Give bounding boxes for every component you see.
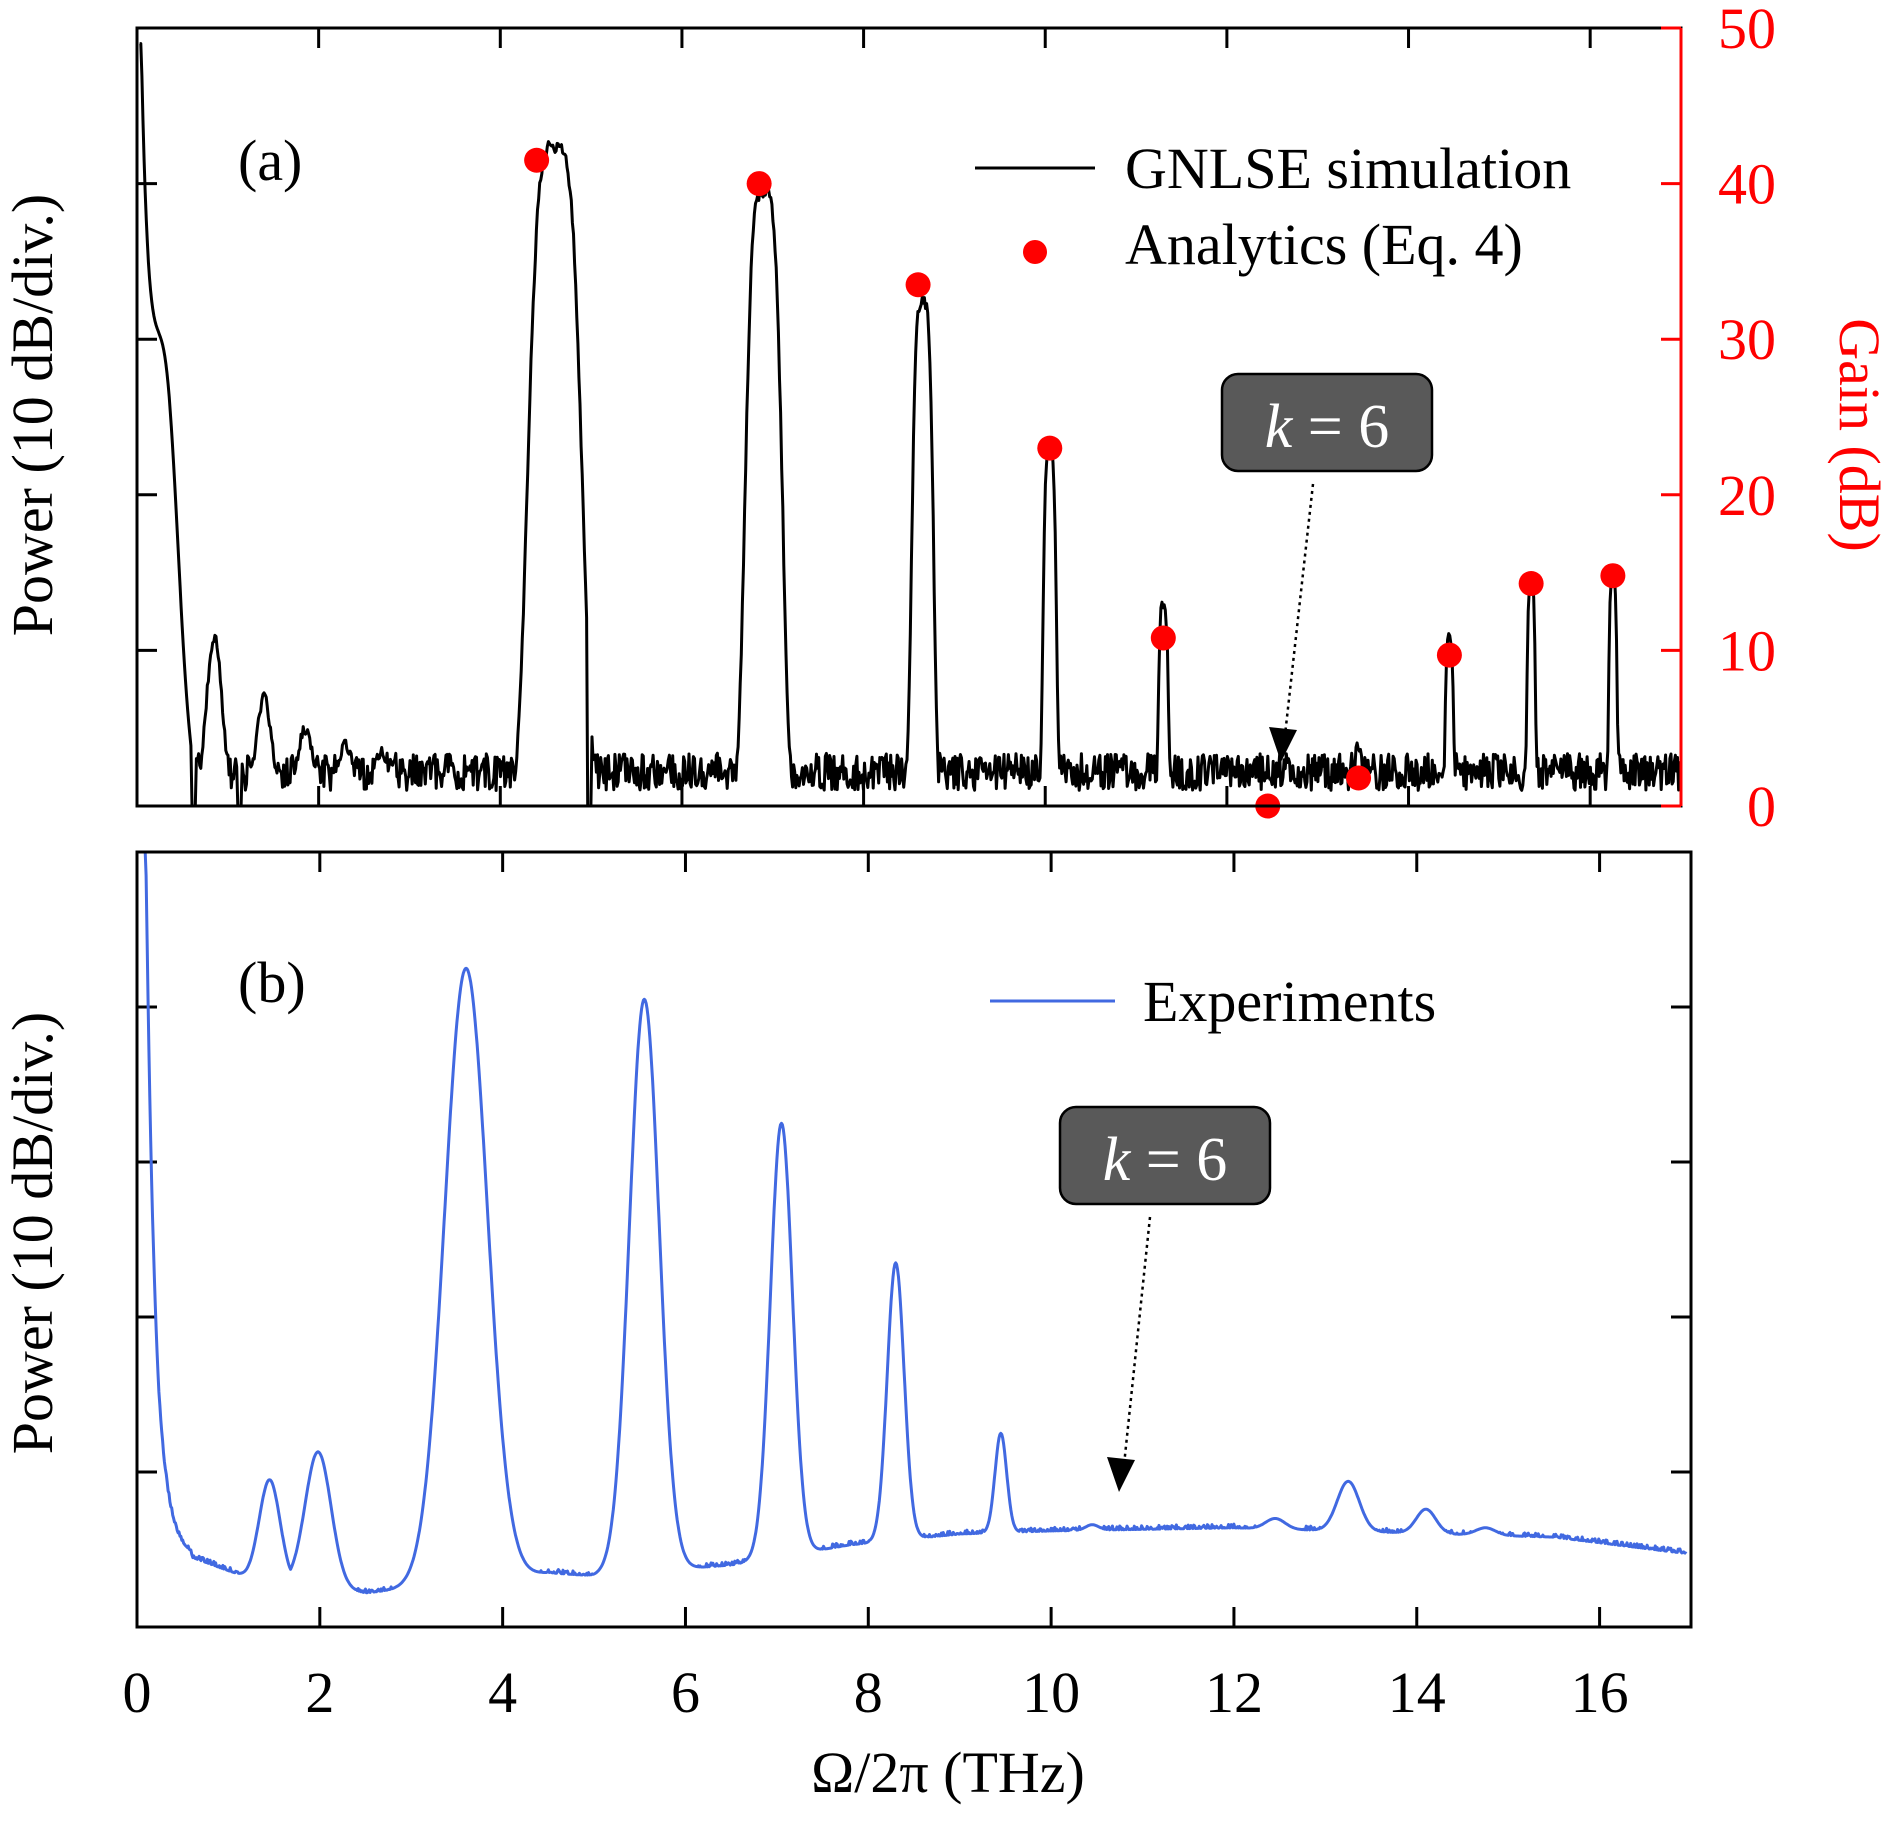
gain-axis-label: Gain (dB) bbox=[1827, 318, 1885, 552]
panel-b-ticks bbox=[135, 852, 1691, 1627]
x-tick-label: 16 bbox=[1571, 1660, 1629, 1725]
y-axis-label-a: Power (10 dB/div.) bbox=[0, 194, 65, 636]
analytics-point bbox=[1346, 765, 1372, 791]
x-tick-label: 2 bbox=[305, 1660, 334, 1725]
x-tick-label: 10 bbox=[1022, 1660, 1080, 1725]
x-tick-label: 12 bbox=[1205, 1660, 1263, 1725]
x-tick-label: 8 bbox=[854, 1660, 883, 1725]
panel-a: 0 10 20 30 40 50 (a) GNLSE simulation Analyti… bbox=[0, 0, 1885, 839]
legend-ana-marker bbox=[1023, 240, 1047, 264]
experiments-line bbox=[143, 850, 1688, 1595]
k6-box-a bbox=[1220, 372, 1434, 473]
gain-tick-label: 30 bbox=[1718, 307, 1776, 372]
k6-label-b: k = 6 bbox=[1103, 1126, 1228, 1194]
analytics-point bbox=[905, 272, 931, 298]
legend-sim-label: GNLSE simulation bbox=[1125, 136, 1571, 201]
k6-annotation-a: k = 6 bbox=[1220, 372, 1434, 762]
panel-b: (b) Experiments Power (10 dB/div.) 0 2 4 6 8… bbox=[0, 850, 1693, 1805]
analytics-point bbox=[1037, 435, 1063, 461]
k6-label-a: k = 6 bbox=[1265, 393, 1390, 461]
analytics-point bbox=[1600, 563, 1626, 589]
analytics-point bbox=[1436, 642, 1462, 668]
simulation-line bbox=[139, 42, 1683, 808]
x-axis-label: Ω/2π (THz) bbox=[811, 1740, 1085, 1805]
simulation-series bbox=[139, 42, 1683, 808]
gain-axis-ticks: 0 10 20 30 40 50 bbox=[1661, 0, 1776, 839]
x-tick-label: 6 bbox=[671, 1660, 700, 1725]
analytics-point bbox=[1150, 625, 1176, 651]
k6-arrow-b bbox=[1122, 1216, 1152, 1466]
k6-arrow-a bbox=[1283, 483, 1315, 736]
x-tick-label: 4 bbox=[488, 1660, 517, 1725]
gain-tick-label: 10 bbox=[1718, 618, 1776, 683]
k6-arrowhead-a bbox=[1269, 727, 1297, 762]
panel-b-frame bbox=[135, 850, 1693, 1629]
y-axis-label-b: Power (10 dB/div.) bbox=[0, 1012, 65, 1454]
x-tick-label: 14 bbox=[1388, 1660, 1446, 1725]
k6-annotation-b: k = 6 bbox=[1058, 1105, 1272, 1492]
analytics-point bbox=[524, 147, 550, 173]
k6-arrowhead-b bbox=[1107, 1457, 1135, 1492]
x-tick-label: 0 bbox=[123, 1660, 152, 1725]
panel-b-label: (b) bbox=[238, 950, 306, 1015]
legend-ana-label: Analytics (Eq. 4) bbox=[1125, 212, 1523, 277]
panel-a-label: (a) bbox=[238, 128, 302, 193]
x-tick-labels: 0 2 4 6 8 10 12 14 16 bbox=[123, 1660, 1629, 1725]
gain-tick-label: 40 bbox=[1718, 152, 1776, 217]
analytics-point bbox=[746, 171, 772, 197]
gain-tick-label: 0 bbox=[1747, 774, 1776, 839]
analytics-point bbox=[1518, 570, 1544, 596]
legend-exp-label: Experiments bbox=[1143, 969, 1436, 1034]
k6-box-b bbox=[1058, 1105, 1272, 1206]
experiments-series bbox=[143, 850, 1688, 1595]
gain-tick-label: 20 bbox=[1718, 463, 1776, 528]
gain-tick-label: 50 bbox=[1718, 0, 1776, 61]
